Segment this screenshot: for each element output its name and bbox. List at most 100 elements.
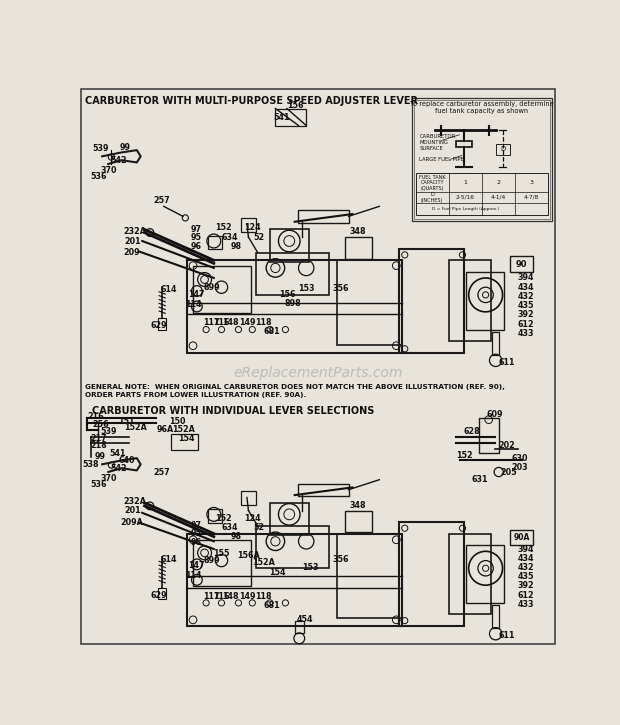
Text: 541: 541 [109,449,126,458]
Bar [412,98,552,221]
Text: 201: 201 [125,506,141,515]
Text: 1: 1 [463,181,467,186]
Text: 216: 216 [87,412,104,421]
Text: 356: 356 [332,284,349,293]
Text: 96: 96 [190,539,202,547]
Text: 609: 609 [487,410,503,419]
Text: 150: 150 [169,418,186,426]
Text: 394: 394 [518,544,534,553]
Text: 148: 148 [222,592,238,601]
Text: CARBURETOR WITH INDIVIDUAL LEVER SELECTIONS: CARBURETOR WITH INDIVIDUAL LEVER SELECTI… [92,406,374,415]
Bar [449,260,491,341]
Text: 614: 614 [161,285,177,294]
Bar [270,229,309,262]
Text: 156: 156 [287,101,304,110]
Bar [345,237,371,259]
Text: 348: 348 [350,227,366,236]
Bar [187,534,402,626]
Bar [208,509,222,523]
Text: 434: 434 [518,283,534,291]
Text: 435: 435 [518,301,534,310]
Text: 541: 541 [273,113,290,123]
Text: 394: 394 [518,273,534,283]
Text: 201: 201 [125,236,141,246]
Text: 542: 542 [111,465,127,473]
Text: 432: 432 [517,563,534,572]
Text: 152A: 152A [172,425,195,434]
Text: 99: 99 [95,452,106,461]
Text: FUEL TANK
CAPACITY
(QUARTS): FUEL TANK CAPACITY (QUARTS) [418,175,445,191]
Text: 149: 149 [239,592,255,601]
Text: 152A: 152A [252,558,275,568]
Text: 631: 631 [471,475,488,484]
Text: 435: 435 [518,572,534,581]
Text: 681: 681 [264,328,280,336]
Text: 149: 149 [239,318,255,327]
Text: 898: 898 [285,299,301,308]
Text: LARGE FUEL PIPE: LARGE FUEL PIPE [419,157,464,162]
Bar [298,210,348,223]
Text: CARBURETOR
MOUNTING
SURFACE: CARBURETOR MOUNTING SURFACE [419,134,456,151]
Bar [414,100,549,219]
Text: 202: 202 [498,441,515,450]
Bar [158,587,166,599]
Text: 117: 117 [203,318,219,327]
Text: 124: 124 [244,514,260,523]
Text: 392: 392 [517,310,534,320]
Text: 96A: 96A [157,425,174,434]
Text: 370: 370 [100,165,117,175]
Text: 454: 454 [297,616,314,624]
Text: 152: 152 [216,223,232,233]
Bar [294,621,304,633]
Bar [415,173,548,215]
Text: 538: 538 [82,460,99,469]
Text: 148: 148 [222,318,238,327]
Text: 209A: 209A [120,518,143,526]
Text: 52: 52 [253,233,264,241]
Text: 232A: 232A [123,497,146,506]
Text: 151: 151 [118,417,135,426]
Text: 433: 433 [518,329,534,338]
Text: 634: 634 [222,233,238,241]
Text: 348: 348 [350,500,366,510]
Bar [449,534,491,615]
Text: 536: 536 [90,480,107,489]
Text: 392: 392 [517,581,534,590]
Text: 154: 154 [179,434,195,444]
Text: 2: 2 [497,181,500,186]
Text: 153: 153 [298,284,314,293]
Bar [275,109,306,125]
Text: 155: 155 [213,549,230,558]
Text: 2-5/16: 2-5/16 [456,195,475,200]
Text: 4-1/4: 4-1/4 [490,195,506,200]
Bar [466,272,504,330]
Text: 4-7/8: 4-7/8 [524,195,539,200]
Text: 433: 433 [518,600,534,609]
Text: 147: 147 [188,291,205,299]
Text: 232A: 232A [123,227,146,236]
Text: 539: 539 [92,144,109,153]
Text: 536: 536 [90,172,107,181]
Text: 640: 640 [118,456,135,465]
Text: 153: 153 [302,563,318,572]
Text: 432: 432 [517,292,534,301]
Text: 98: 98 [231,242,242,251]
Text: 95: 95 [190,233,202,242]
Text: 629: 629 [151,591,167,600]
Text: eReplacementParts.com: eReplacementParts.com [233,366,402,381]
Bar [256,252,329,295]
Text: 218: 218 [91,442,107,450]
Text: 116: 116 [213,318,230,327]
Text: 256: 256 [92,420,109,428]
Text: D
(INCHES): D (INCHES) [421,192,443,203]
Bar [256,526,329,568]
Text: 95: 95 [190,529,202,538]
Bar [241,218,256,232]
Text: To replace carburetor assembly, determine
fuel tank capacity as shown: To replace carburetor assembly, determin… [410,102,554,115]
Bar [337,260,402,345]
Bar [158,318,166,330]
Bar [193,539,250,586]
Bar [187,260,402,352]
Text: 542: 542 [111,157,127,165]
Text: 257: 257 [153,196,170,205]
